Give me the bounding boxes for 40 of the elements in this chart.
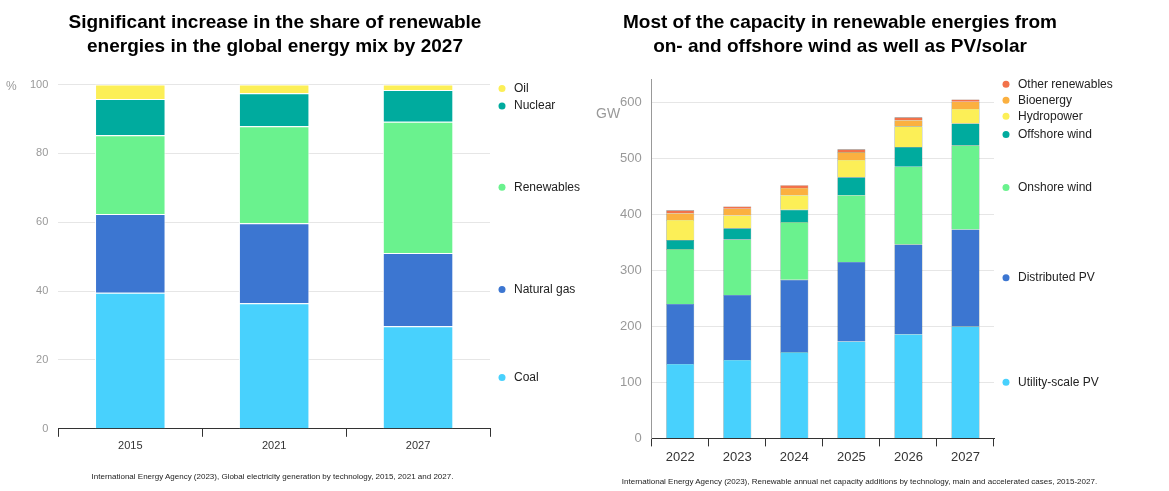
legend-label: Natural gas [514,281,576,296]
x-tick-label: 2026 [893,448,923,464]
x-tick-label: 2023 [722,448,752,464]
legend-label: Utility-scale PV [1018,374,1099,389]
chart-title: Most of the capacity in renewable energies from on- and offshore wind as well as PV/solar [622,10,1058,58]
y-tick-label: 200 [619,317,642,333]
y-tick-label: 600 [619,93,642,109]
text: International Energy Agency (2023), Global electricity generation by technology, 2015, 2021 and 2027. [90,472,455,481]
y-tick-label: 60 [36,215,49,228]
text: International Energy Agency (2023), Renewable annual net capacity additions by technology, main and accelerated cases, 2015-2027. [620,477,1099,486]
x-tick-label: 2024 [779,448,809,464]
legend-label: Distributed PV [1018,270,1095,285]
y-axis-title: % [6,78,17,93]
x-tick-label: 2027 [405,439,431,452]
x-tick-label: 2027 [951,448,980,464]
legend-label: Renewables [514,179,581,194]
y-tick-label: 400 [619,205,642,221]
x-tick-label: 2021 [261,439,287,452]
legend-label: Onshore wind [1018,179,1093,194]
y-axis-title: GW [596,105,621,122]
y-tick-label: 0 [634,429,642,445]
legend-label: Offshore wind [1018,126,1092,141]
legend-label: Other renewables [1018,76,1113,91]
y-tick-label: 100 [29,77,49,90]
legend-label: Oil [514,80,529,95]
y-tick-label: 100 [619,373,642,389]
y-tick-label: 40 [36,284,49,297]
legend-label: Coal [514,369,539,384]
x-tick-label: 2025 [836,448,866,464]
legend-label: Bioenergy [1018,92,1073,107]
y-tick-label: 20 [36,352,49,365]
y-tick-label: 300 [619,261,642,277]
y-tick-label: 500 [619,149,642,165]
legend-label: Nuclear [514,98,556,113]
legend-label: Hydropower [1018,108,1083,123]
chart-title: Significant increase in the share of renewable energies in the global energy mix by 2027 [67,10,483,58]
x-tick-label: 2022 [665,448,695,464]
y-tick-label: 80 [36,146,49,159]
x-tick-label: 2015 [118,439,143,452]
y-tick-label: 0 [42,421,49,434]
